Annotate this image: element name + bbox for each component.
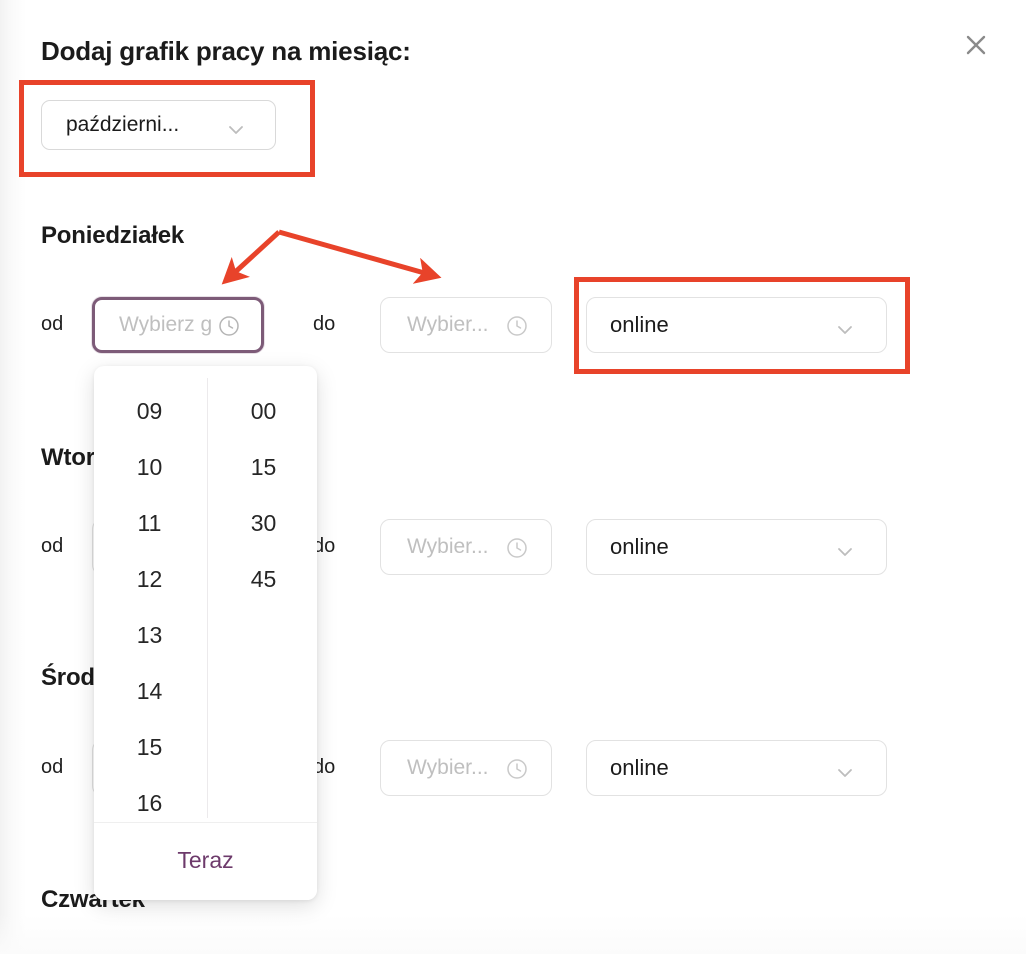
minute-option[interactable]: 15 bbox=[250, 454, 277, 480]
clock-icon bbox=[505, 757, 529, 786]
time-to-placeholder-monday: Wybier... bbox=[407, 313, 489, 336]
time-to-input-tuesday[interactable]: Wybier... bbox=[380, 519, 552, 575]
label-od-monday: od bbox=[41, 313, 64, 335]
day-heading-monday: Poniedziałek bbox=[41, 222, 184, 249]
hour-option[interactable]: 14 bbox=[136, 678, 163, 704]
time-to-input-monday[interactable]: Wybier... bbox=[380, 297, 552, 353]
chevron-down-icon bbox=[834, 541, 856, 568]
label-do-tuesday: do bbox=[313, 535, 336, 557]
hour-option[interactable]: 15 bbox=[136, 734, 163, 760]
close-icon[interactable] bbox=[958, 27, 994, 63]
hour-option[interactable]: 13 bbox=[136, 622, 163, 648]
minutes-column[interactable]: 00 15 30 45 bbox=[208, 366, 317, 822]
time-picker-footer: Teraz bbox=[94, 822, 317, 900]
time-from-input-monday[interactable]: Wybierz g bbox=[92, 297, 264, 353]
mode-select-value-wednesday: online bbox=[610, 755, 669, 780]
label-od-wednesday: od bbox=[41, 756, 64, 778]
hour-option[interactable]: 10 bbox=[136, 454, 163, 480]
month-select-value: październi... bbox=[66, 113, 180, 136]
time-to-input-wednesday[interactable]: Wybier... bbox=[380, 740, 552, 796]
mode-select-wednesday[interactable]: online bbox=[586, 740, 887, 796]
hour-option[interactable]: 12 bbox=[136, 566, 163, 592]
label-do-monday: do bbox=[313, 313, 336, 335]
page-title: Dodaj grafik pracy na miesiąc: bbox=[41, 36, 411, 66]
page-left-shading bbox=[0, 0, 26, 954]
month-select[interactable]: październi... bbox=[41, 100, 276, 150]
chevron-down-icon bbox=[834, 762, 856, 789]
time-from-placeholder-monday: Wybierz g bbox=[119, 313, 213, 336]
chevron-down-icon bbox=[834, 319, 856, 346]
clock-icon bbox=[217, 314, 241, 343]
minute-option[interactable]: 30 bbox=[250, 510, 277, 536]
time-picker-columns: 09 10 11 12 13 14 15 16 00 15 30 45 bbox=[94, 366, 317, 822]
time-picker-panel[interactable]: 09 10 11 12 13 14 15 16 00 15 30 45 Teraz bbox=[94, 366, 317, 900]
column-divider bbox=[207, 378, 208, 818]
minute-option[interactable]: 45 bbox=[250, 566, 277, 592]
hour-option[interactable]: 11 bbox=[137, 510, 162, 536]
clock-icon bbox=[505, 536, 529, 565]
mode-select-tuesday[interactable]: online bbox=[586, 519, 887, 575]
page-bottom-shading bbox=[0, 914, 1026, 954]
label-do-wednesday: do bbox=[313, 756, 336, 778]
mode-select-value-monday: online bbox=[610, 312, 669, 337]
minute-option[interactable]: 00 bbox=[250, 398, 277, 424]
time-to-placeholder-tuesday: Wybier... bbox=[407, 535, 489, 558]
clock-icon bbox=[505, 314, 529, 343]
mode-select-monday[interactable]: online bbox=[586, 297, 887, 353]
hour-option[interactable]: 16 bbox=[136, 790, 163, 816]
now-button[interactable]: Teraz bbox=[177, 847, 234, 873]
hour-option[interactable]: 09 bbox=[136, 398, 163, 424]
time-to-placeholder-wednesday: Wybier... bbox=[407, 756, 489, 779]
mode-select-value-tuesday: online bbox=[610, 534, 669, 559]
label-od-tuesday: od bbox=[41, 535, 64, 557]
chevron-down-icon bbox=[225, 119, 247, 146]
hours-column[interactable]: 09 10 11 12 13 14 15 16 bbox=[94, 366, 205, 822]
